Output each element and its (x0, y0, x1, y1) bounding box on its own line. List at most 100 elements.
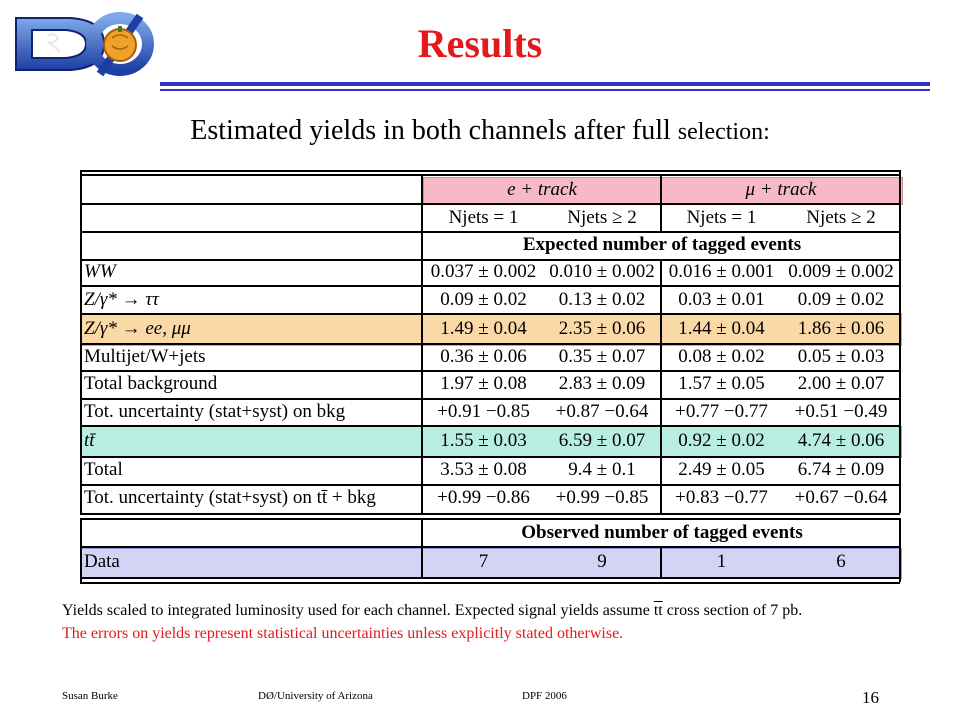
table-vrule (899, 170, 901, 513)
note-tt: tt (653, 602, 663, 619)
table-rule (80, 484, 900, 486)
note-scaling-a: Yields scaled to integrated luminosity u… (62, 602, 654, 619)
row-value: 0.35 ± 0.07 (558, 346, 646, 367)
row-value: 0.92 ± 0.02 (678, 430, 765, 451)
table-rule (80, 203, 900, 205)
row-label: Multijet/W+jets (84, 346, 206, 367)
row-value: 2.00 ± 0.07 (797, 373, 885, 394)
njets-header: Njets ≥ 2 (567, 207, 637, 228)
row-value: +0.77 −0.77 (675, 401, 768, 422)
row-value: 0.08 ± 0.02 (678, 346, 765, 367)
row-value: 0.03 ± 0.01 (678, 289, 765, 310)
zee-row-highlight (80, 313, 902, 346)
row-value: 0.36 ± 0.06 (440, 346, 527, 367)
row-label: Z/γ* → ee, μμ (84, 318, 191, 339)
row-label: Tot. uncertainty (stat+syst) on tt̄ + bk… (84, 487, 376, 508)
table-rule (80, 285, 900, 287)
table-vrule (660, 176, 662, 232)
table-rule (80, 174, 900, 176)
row-value: 0.037 ± 0.002 (430, 261, 537, 282)
table-rule (80, 577, 900, 579)
dzero-logo-icon (15, 12, 154, 77)
row-value: 0.13 ± 0.02 (558, 289, 646, 310)
row-value: +0.91 −0.85 (437, 401, 530, 422)
note-errors: The errors on yields represent statistic… (62, 625, 624, 642)
page-number: 16 (862, 688, 879, 707)
row-value: 0.09 ± 0.02 (440, 289, 527, 310)
footer-author: Susan Burke (62, 690, 118, 702)
row-label: WW (84, 261, 116, 282)
table-vrule (660, 546, 662, 579)
row-value: 2.35 ± 0.06 (558, 318, 646, 339)
table-rule (80, 425, 900, 427)
table-rule (80, 313, 900, 315)
njets-header: Njets = 1 (448, 207, 519, 228)
row-value: 0.05 ± 0.03 (797, 346, 885, 367)
table-rule (80, 513, 900, 515)
row-label: Z/γ* → ττ (84, 289, 159, 310)
row-value: 2.49 ± 0.05 (678, 459, 765, 480)
njets-header: Njets ≥ 2 (806, 207, 876, 228)
data-value: 9 (597, 551, 607, 572)
subtitle-small: selection: (677, 119, 770, 145)
note-scaling: Yields scaled to integrated luminosity u… (62, 599, 922, 622)
slide-subtitle: Estimated yields in both channels after … (0, 113, 960, 150)
row-value: +0.67 −0.64 (794, 487, 888, 508)
row-value: 0.016 ± 0.001 (668, 261, 775, 282)
table-rule (80, 398, 900, 400)
njets-header: Njets = 1 (686, 207, 757, 228)
row-value: 9.4 ± 0.1 (568, 459, 636, 480)
table-rule (80, 518, 900, 520)
row-value: 4.74 ± 0.06 (797, 430, 885, 451)
row-value: 6.74 ± 0.09 (797, 459, 885, 480)
row-value: +0.99 −0.86 (437, 487, 530, 508)
row-value: 0.010 ± 0.002 (549, 261, 655, 282)
data-row-highlight (80, 548, 902, 579)
table-rule (80, 370, 900, 372)
row-value: 1.49 ± 0.04 (440, 318, 527, 339)
table-vrule (899, 518, 901, 582)
data-value: 1 (716, 551, 727, 572)
table-vrule (660, 259, 662, 513)
subtitle-main: Estimated yields in both channels after … (190, 115, 678, 146)
expected-header: Expected number of tagged events (522, 234, 802, 255)
table-vrule (80, 518, 82, 582)
row-value: +0.99 −0.85 (555, 487, 649, 508)
row-label: Total (84, 459, 123, 480)
row-value: +0.51 −0.49 (794, 401, 888, 422)
row-value: 6.59 ± 0.07 (558, 430, 646, 451)
row-value: 0.009 ± 0.002 (788, 261, 894, 282)
row-value: +0.87 −0.64 (555, 401, 649, 422)
slide-title: Results (417, 21, 543, 66)
data-value: 7 (478, 551, 489, 572)
table-rule (80, 231, 900, 233)
row-value: 0.09 ± 0.02 (797, 289, 885, 310)
footer-conference: DPF 2006 (522, 690, 567, 702)
notes: Yields scaled to integrated luminosity u… (62, 599, 922, 645)
row-label: tt̄ (84, 430, 95, 451)
table-rule (80, 259, 900, 261)
table-vrule (80, 170, 82, 513)
table-vrule (421, 176, 423, 513)
title-rule (160, 82, 930, 86)
row-label: Total background (84, 373, 218, 394)
table-rule (80, 343, 900, 345)
row-value: 1.97 ± 0.08 (440, 373, 527, 394)
row-value: +0.83 −0.77 (675, 487, 768, 508)
channel-header-highlight (423, 177, 903, 205)
row-label: Tot. uncertainty (stat+syst) on bkg (84, 401, 346, 422)
table-rule (80, 582, 900, 584)
table-vrule (421, 518, 423, 579)
channel-header-etrack: e + track (507, 179, 577, 200)
table-rule (80, 170, 900, 172)
data-value: 6 (836, 551, 846, 572)
row-value: 3.53 ± 0.08 (440, 459, 527, 480)
title-rule-thin (160, 89, 930, 91)
row-value: 1.57 ± 0.05 (678, 373, 765, 394)
data-row-label: Data (84, 551, 120, 572)
note-scaling-b: cross section of 7 pb. (662, 602, 803, 619)
observed-header: Observed number of tagged events (521, 522, 803, 543)
table-rule (80, 456, 900, 458)
channel-header-mutrack: μ + track (745, 179, 817, 200)
row-value: 1.86 ± 0.06 (797, 318, 885, 339)
